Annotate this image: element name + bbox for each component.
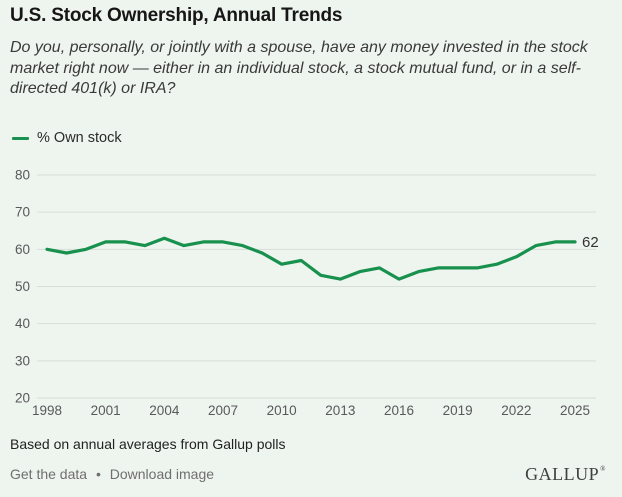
x-tick-2016: 2016: [384, 403, 414, 418]
x-tick-2025: 2025: [560, 403, 590, 418]
survey-question: Do you, personally, or jointly with a sp…: [10, 39, 588, 97]
get-the-data-link[interactable]: Get the data: [10, 466, 88, 482]
legend-label: % Own stock: [37, 130, 122, 146]
gallup-logo-trademark: ®: [600, 465, 606, 473]
y-tick-20: 20: [15, 391, 30, 406]
page-title: U.S. Stock Ownership, Annual Trends: [10, 5, 343, 26]
x-tick-1998: 1998: [32, 403, 62, 418]
x-tick-2010: 2010: [267, 403, 297, 418]
source-note: Based on annual averages from Gallup pol…: [10, 436, 286, 452]
x-tick-2019: 2019: [443, 403, 473, 418]
download-image-link[interactable]: Download image: [109, 466, 215, 482]
y-tick-60: 60: [15, 242, 30, 257]
own-stock-trend-line: [45, 236, 577, 281]
y-tick-30: 30: [15, 353, 30, 368]
x-tick-2022: 2022: [501, 403, 531, 418]
legend-line-swatch-icon: [12, 136, 29, 140]
x-tick-2007: 2007: [208, 403, 238, 418]
y-tick-70: 70: [15, 205, 30, 220]
footer-links-separator: •: [95, 466, 101, 482]
gallup-logo: GALLUP®: [525, 464, 606, 485]
x-tick-2004: 2004: [149, 403, 180, 418]
trend-chart: 80 70 60 50 40 30 20 1998 2001 2004 2007 2010 2013 20…: [0, 160, 622, 425]
y-tick-80: 80: [15, 168, 30, 183]
footer-links: Get the data • Download image: [10, 466, 214, 482]
legend: % Own stock: [12, 130, 122, 146]
latest-value-label: 62: [582, 234, 599, 251]
x-tick-2001: 2001: [91, 403, 121, 418]
y-tick-50: 50: [15, 279, 30, 294]
y-tick-40: 40: [15, 316, 30, 331]
gallup-logo-text: GALLUP: [525, 464, 600, 484]
x-tick-2013: 2013: [325, 403, 355, 418]
